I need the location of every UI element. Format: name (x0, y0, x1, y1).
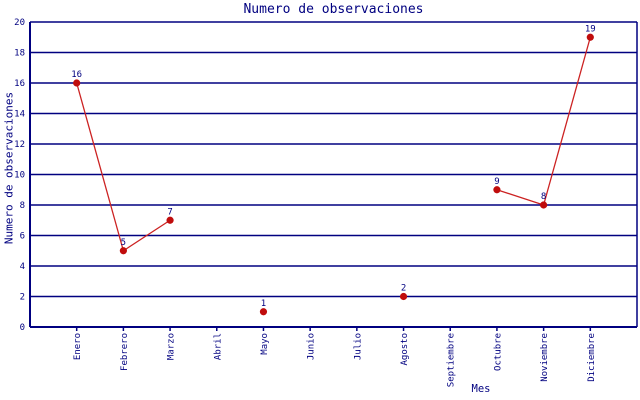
data-point-label: 9 (494, 177, 499, 187)
y-tick-label: 18 (14, 49, 25, 59)
data-point-label: 5 (121, 238, 126, 248)
data-point (399, 292, 408, 301)
data-point (259, 308, 268, 316)
data-point (73, 79, 81, 87)
y-tick-label: 12 (14, 140, 25, 150)
data-point-label: 16 (71, 70, 82, 80)
data-point (166, 216, 174, 224)
x-tick-label: Abril (213, 333, 223, 360)
y-tick-label: 0 (20, 323, 25, 333)
x-tick-label: Diciembre (587, 333, 597, 382)
x-tick-label: Enero (73, 333, 83, 360)
y-tick-label: 10 (14, 171, 25, 181)
y-tick-label: 16 (14, 79, 25, 89)
series-line-segment (496, 189, 544, 206)
x-tick-label: Septiembre (447, 333, 457, 387)
data-point-label: 7 (167, 207, 172, 217)
data-point-label: 1 (261, 299, 266, 309)
y-tick-label: 6 (20, 232, 25, 242)
x-tick-label: Febrero (120, 333, 130, 371)
y-tick-label: 2 (20, 293, 25, 303)
data-point (586, 33, 594, 41)
x-tick-label: Mayo (260, 333, 270, 355)
x-tick-label: Marzo (167, 333, 177, 360)
chart-title: Numero de observaciones (243, 2, 424, 17)
series-line-segment (123, 219, 171, 252)
x-tick-label: Agosto (400, 333, 410, 366)
data-point (119, 247, 127, 255)
x-axis-title: Mes (471, 383, 491, 395)
y-tick-label: 4 (20, 262, 25, 272)
series-line-segment (542, 37, 591, 206)
data-point (493, 186, 501, 194)
x-tick-label: Junio (307, 333, 317, 360)
x-tick-label: Octubre (493, 333, 503, 371)
series-line-segment (76, 82, 125, 251)
x-tick-label: Noviembre (540, 333, 550, 382)
x-tick-label: Julio (353, 333, 363, 360)
y-tick-label: 14 (14, 110, 25, 120)
data-point-label: 2 (401, 284, 406, 294)
y-tick-label: 20 (14, 18, 25, 28)
data-point-label: 8 (541, 192, 546, 202)
data-point-label: 19 (585, 24, 596, 34)
data-point (540, 201, 548, 209)
y-tick-label: 8 (20, 201, 25, 211)
